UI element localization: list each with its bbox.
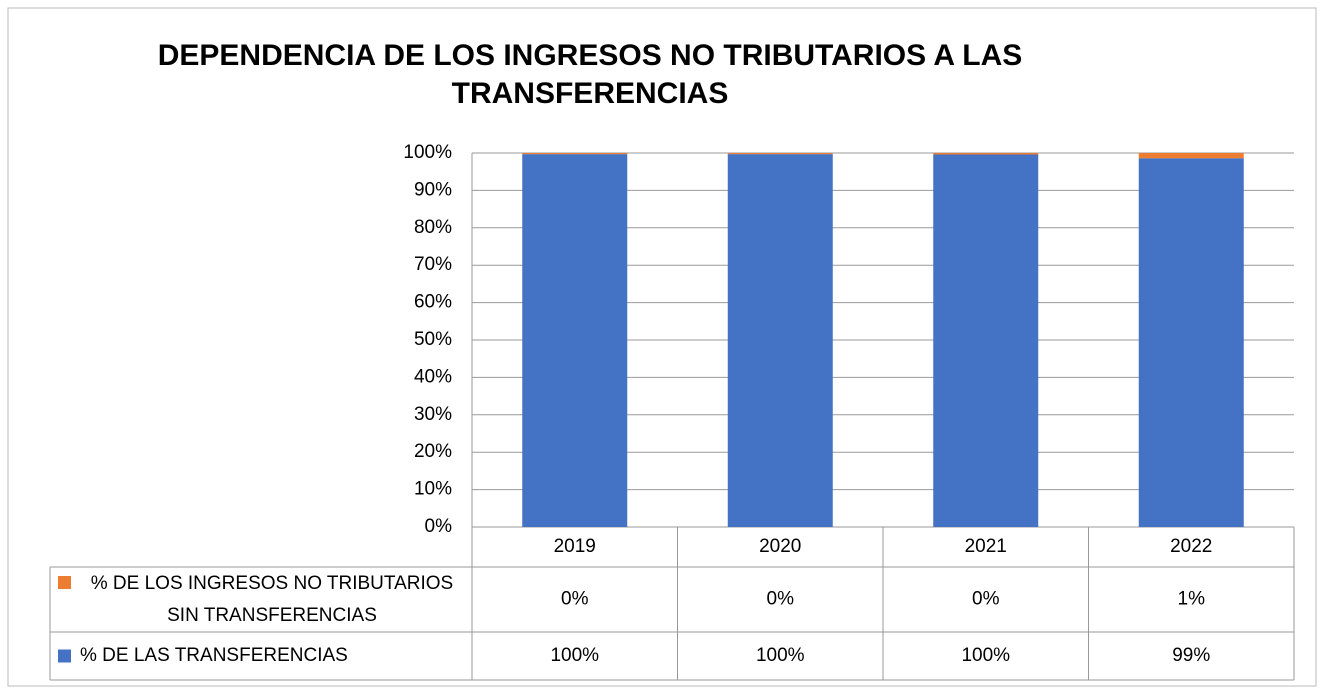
y-tick-label: 40% (414, 366, 452, 387)
legend-label: % DE LOS INGRESOS NO TRIBUTARIOS SIN TRA… (90, 573, 454, 626)
bar-segment (1138, 158, 1244, 527)
chart-title: DEPENDENCIA DE LOS INGRESOS NO TRIBUTARI… (158, 39, 1023, 72)
chart-frame (7, 7, 1317, 687)
x-tick-label: 2021 (965, 536, 1007, 557)
bar-segment (727, 153, 833, 155)
x-tick-label: 2022 (1170, 536, 1212, 557)
legend-label: % DE LAS TRANSFERENCIAS (80, 645, 348, 666)
y-tick-label: 10% (414, 479, 452, 500)
bar-segment (1138, 153, 1244, 159)
x-tick-label: 2019 (554, 536, 596, 557)
legend-swatch (58, 649, 71, 663)
y-tick-label: 70% (414, 254, 452, 275)
table-value: 100% (756, 645, 805, 666)
bar-segment (933, 153, 1039, 155)
chart-title: TRANSFERENCIAS (452, 77, 729, 110)
legend-swatch (58, 576, 71, 589)
table-value: 99% (1172, 645, 1210, 666)
table-value: 0% (972, 589, 1000, 610)
y-tick-label: 30% (414, 404, 452, 425)
table-value: 100% (550, 645, 599, 666)
bar-segment (727, 154, 833, 527)
legend-label-box: % DE LOS INGRESOS NO TRIBUTARIOS SIN TRA… (90, 573, 454, 626)
y-tick-label: 0% (425, 516, 453, 537)
bar-segment (933, 154, 1039, 527)
y-tick-label: 90% (414, 179, 452, 200)
y-tick-label: 80% (414, 217, 452, 238)
y-tick-label: 100% (403, 142, 452, 163)
y-tick-label: 50% (414, 329, 452, 350)
y-tick-label: 60% (414, 292, 452, 313)
y-tick-label: 20% (414, 441, 452, 462)
table-value: 0% (561, 589, 589, 610)
table-value: 100% (961, 645, 1010, 666)
table-value: 0% (767, 589, 795, 610)
x-tick-label: 2020 (759, 536, 801, 557)
table-value: 1% (1178, 589, 1206, 610)
bar-segment (522, 153, 628, 155)
bar-segment (522, 154, 628, 527)
